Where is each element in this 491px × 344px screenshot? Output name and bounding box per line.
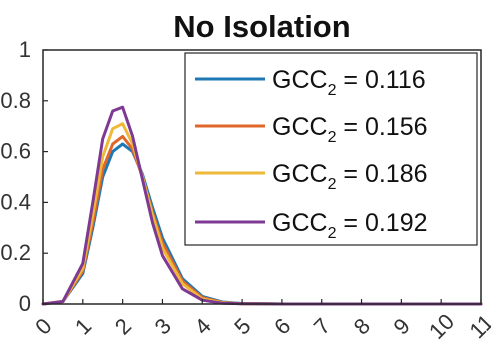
plot-frame: [42, 49, 482, 305]
legend-label-3: GCC2 = 0.186: [272, 160, 428, 193]
x-tick-label: 3: [150, 313, 176, 339]
x-tick-label: 6: [269, 313, 295, 339]
legend-label-1: GCC2 = 0.116: [272, 66, 426, 99]
x-tick-label: 4: [189, 313, 215, 339]
x-tick-label: 5: [229, 313, 255, 339]
legend-label-2: GCC2 = 0.156: [272, 113, 428, 146]
x-tick-label: 9: [389, 313, 415, 339]
x-tick-label: 8: [349, 313, 375, 339]
x-tick-label: 1: [70, 313, 96, 339]
y-tick-label: 0.4: [0, 189, 31, 214]
chart-title: No Isolation: [173, 9, 350, 44]
y-tick-label: 0.8: [0, 88, 31, 113]
x-tick-label: 11: [464, 309, 491, 343]
y-tick-label: 0: [19, 291, 31, 316]
x-tick-label: 7: [309, 313, 335, 339]
legend: GCC2 = 0.116 GCC2 = 0.156 GCC2 = 0.186 GCC2…: [184, 52, 478, 246]
legend-box: [184, 52, 478, 246]
x-tick-label: 10: [424, 309, 459, 344]
y-tick-label: 1: [19, 37, 31, 62]
y-tick-label: 0.2: [0, 240, 31, 265]
x-tick-label: 2: [110, 313, 136, 339]
legend-label-4: GCC2 = 0.192: [272, 209, 428, 242]
x-tick-label: 0: [30, 313, 56, 339]
y-tick-label: 0.6: [0, 139, 31, 164]
